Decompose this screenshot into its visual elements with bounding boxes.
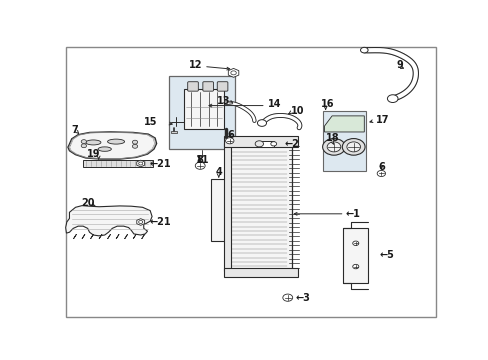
Bar (259, 141, 273, 147)
Polygon shape (137, 160, 144, 167)
Circle shape (326, 142, 340, 152)
Bar (343, 228, 367, 283)
Circle shape (257, 120, 266, 126)
Text: 16: 16 (320, 99, 333, 109)
Text: ←21: ←21 (149, 158, 170, 168)
Circle shape (270, 142, 276, 146)
Polygon shape (137, 219, 144, 225)
Bar (83, 161, 153, 167)
Text: 6: 6 (377, 162, 384, 172)
Text: 19: 19 (86, 149, 100, 159)
Text: ←2: ←2 (284, 139, 299, 149)
Text: 4: 4 (215, 167, 222, 177)
Circle shape (255, 141, 263, 147)
Text: ←3: ←3 (295, 293, 309, 303)
Text: 15: 15 (144, 117, 158, 127)
Circle shape (132, 140, 138, 144)
Polygon shape (324, 116, 364, 132)
FancyBboxPatch shape (169, 76, 235, 149)
Text: ←1: ←1 (345, 209, 360, 219)
FancyBboxPatch shape (203, 82, 213, 91)
Circle shape (386, 95, 397, 103)
Circle shape (346, 142, 360, 152)
Bar (224, 136, 297, 147)
Circle shape (230, 71, 236, 75)
Text: 7: 7 (72, 125, 79, 135)
Text: 9: 9 (395, 60, 402, 70)
Ellipse shape (85, 140, 101, 145)
Circle shape (342, 139, 365, 155)
Circle shape (282, 294, 292, 301)
Bar (224, 268, 297, 278)
Polygon shape (68, 132, 156, 159)
Text: ←5: ←5 (379, 250, 393, 260)
FancyBboxPatch shape (187, 82, 198, 91)
Text: 11: 11 (195, 155, 208, 165)
Text: 12: 12 (188, 60, 202, 70)
Text: 13: 13 (217, 96, 230, 105)
Circle shape (352, 264, 358, 269)
Circle shape (139, 162, 142, 165)
Text: 6: 6 (227, 130, 233, 140)
Circle shape (195, 162, 205, 169)
Polygon shape (228, 68, 238, 77)
Text: ←21: ←21 (149, 217, 170, 227)
Circle shape (139, 220, 142, 224)
Circle shape (132, 144, 138, 148)
Circle shape (322, 139, 345, 155)
Circle shape (81, 140, 86, 144)
Text: 14: 14 (267, 99, 281, 109)
Bar (184, 89, 224, 129)
Bar (224, 143, 230, 270)
Circle shape (81, 144, 86, 148)
Text: 10: 10 (291, 106, 304, 116)
Bar (171, 131, 177, 133)
FancyBboxPatch shape (217, 82, 227, 91)
Text: 8: 8 (196, 155, 203, 165)
Circle shape (360, 48, 367, 53)
Bar (210, 179, 226, 242)
Ellipse shape (98, 147, 111, 151)
Bar (227, 144, 292, 269)
Polygon shape (65, 206, 152, 236)
Text: 18: 18 (326, 133, 339, 143)
FancyBboxPatch shape (322, 111, 366, 171)
Circle shape (352, 241, 358, 246)
Text: 17: 17 (375, 115, 388, 125)
Circle shape (376, 170, 385, 176)
Text: 20: 20 (81, 198, 95, 208)
Ellipse shape (107, 139, 124, 144)
Circle shape (225, 138, 233, 144)
